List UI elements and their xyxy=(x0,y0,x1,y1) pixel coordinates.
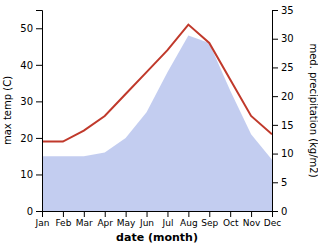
chart: JanFebMarAprMayJunJulAugSepOctNovDec0102… xyxy=(0,0,318,247)
tick-label: 50 xyxy=(20,23,33,34)
tick: 5 xyxy=(272,177,287,188)
tick-label: Mar xyxy=(76,218,93,228)
axis-line xyxy=(273,11,279,212)
tick: Jun xyxy=(139,211,154,228)
chart-container: JanFebMarAprMayJunJulAugSepOctNovDec0102… xyxy=(0,0,318,247)
tick-label: Aug xyxy=(180,218,198,228)
tick-label: 0 xyxy=(27,206,33,217)
tick-label: Oct xyxy=(223,218,239,228)
tick-label: 10 xyxy=(20,169,33,180)
y2-axis-title: med. precipitation (kg/m2) xyxy=(308,43,318,177)
tick: 20 xyxy=(272,91,294,102)
tick-label: 40 xyxy=(20,60,33,71)
tick-mark xyxy=(272,67,278,68)
tick: 10 xyxy=(272,148,294,159)
tick: 20 xyxy=(20,133,42,144)
tick-mark xyxy=(272,154,278,155)
line xyxy=(42,25,272,142)
tick-mark xyxy=(209,211,210,217)
tick-label: 30 xyxy=(281,33,294,44)
tick-label: 20 xyxy=(20,133,33,144)
tick-mark xyxy=(36,101,42,102)
tick-label: Jul xyxy=(162,218,174,228)
tick: Nov xyxy=(243,211,261,228)
axis-line xyxy=(36,11,43,212)
y2-axis: 0 5 10 15 20 25 30 35 xyxy=(272,5,294,217)
tick-mark xyxy=(36,138,42,139)
tick: Mar xyxy=(76,211,93,228)
tick: 30 xyxy=(272,33,294,44)
tick: 50 xyxy=(20,23,42,34)
tick-mark xyxy=(272,10,278,11)
tick-label: Nov xyxy=(243,218,261,228)
tick: 35 xyxy=(272,5,294,16)
tick-label: 0 xyxy=(281,206,287,217)
tick: 30 xyxy=(20,96,42,107)
tick-label: 20 xyxy=(281,91,294,102)
tick-label: 30 xyxy=(20,96,33,107)
tick-label: Apr xyxy=(97,218,113,228)
x-axis: Jan Feb Mar Apr MayJun Jul AugSep Oct NovDec xyxy=(35,211,282,228)
tick: May xyxy=(117,211,136,228)
tick: Feb xyxy=(55,211,71,228)
tick-mark xyxy=(188,211,189,217)
tick-mark xyxy=(251,211,252,217)
tick-mark xyxy=(272,96,278,97)
tick: 0 xyxy=(27,206,42,217)
tick: Dec xyxy=(264,211,281,228)
axis-line xyxy=(43,212,273,218)
tick-mark xyxy=(105,211,106,217)
y-axis: 0 10 20 30 40 50 xyxy=(20,11,42,217)
tick-mark xyxy=(272,211,278,212)
tick-mark xyxy=(272,125,278,126)
tick: Apr xyxy=(97,211,113,228)
tick-mark xyxy=(167,211,168,217)
tick: 15 xyxy=(272,120,294,131)
tick-label: 5 xyxy=(281,177,287,188)
tick: Sep xyxy=(201,211,218,228)
plot-area: JanFebMarAprMayJunJulAugSepOctNovDec0102… xyxy=(20,5,293,229)
tick-label: Jun xyxy=(139,218,154,228)
tick-label: Dec xyxy=(264,218,281,228)
tick-mark xyxy=(63,211,64,217)
tick-label: Jan xyxy=(35,218,50,228)
tick-label: 10 xyxy=(281,148,294,159)
tick-mark xyxy=(147,211,148,217)
tick-label: 15 xyxy=(281,120,294,131)
tick-mark xyxy=(36,28,42,29)
marks xyxy=(42,25,272,211)
tick-label: 35 xyxy=(281,5,294,16)
tick: 40 xyxy=(20,60,42,71)
tick-mark xyxy=(36,211,42,212)
tick-mark xyxy=(230,211,231,217)
tick-mark xyxy=(126,211,127,217)
y-axis-title: max temp (C) xyxy=(2,76,13,145)
tick-mark xyxy=(272,182,278,183)
tick: Aug xyxy=(180,211,198,228)
x-axis-title: date (month) xyxy=(116,231,198,244)
tick: 25 xyxy=(272,62,294,73)
tick-mark xyxy=(36,174,42,175)
tick: Jan xyxy=(35,211,50,228)
tick-mark xyxy=(84,211,85,217)
tick-mark xyxy=(272,39,278,40)
tick: Oct xyxy=(223,211,239,228)
tick-label: May xyxy=(117,218,136,228)
tick-mark xyxy=(36,65,42,66)
tick: Jul xyxy=(162,211,174,228)
tick-label: Sep xyxy=(201,218,218,228)
tick: 0 xyxy=(272,206,287,217)
tick-label: Feb xyxy=(55,218,71,228)
tick-label: 25 xyxy=(281,62,294,73)
tick: 10 xyxy=(20,169,42,180)
